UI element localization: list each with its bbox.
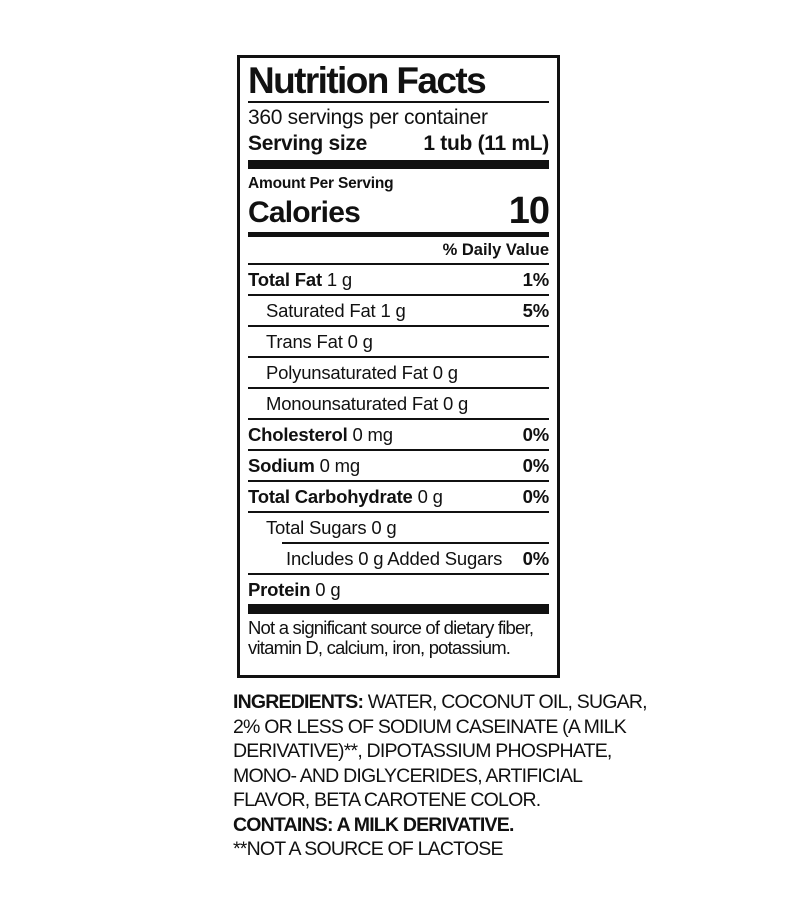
nutrient-row-protein: Protein 0 g [248,575,549,604]
thick-divider [248,159,549,169]
serving-size-label: Serving size [248,131,367,155]
nutrient-name: Total Sugars [266,516,367,538]
nutrient-name: Trans Fat [266,330,343,352]
divider [248,479,549,482]
divider [248,417,549,420]
nutrient-amount: 0 g [417,485,443,507]
panel-title: Nutrition Facts [248,60,487,101]
nutrition-facts-panel: Nutrition Facts 360 servings per contain… [237,55,560,678]
nutrient-dv: 0% [522,423,550,445]
nutrient-dv: 0% [522,547,550,569]
nutrient-row-total-sugars: Total Sugars 0 g [248,513,549,542]
daily-value-header: % Daily Value [442,240,549,259]
nutrient-amount: 0 g [371,516,397,538]
serving-size-row: Serving size 1 tub (11 mL) [248,131,549,160]
ingredients-line: 2% OR LESS OF SODIUM CASEINATE (A MILK [233,715,627,738]
ingredients-text: WATER, COCONUT OIL, SUGAR, [363,691,648,713]
nutrient-row-polyunsaturated-fat: Polyunsaturated Fat 0 g [248,358,549,387]
nutrient-name: Protein [248,578,311,600]
divider [248,355,549,358]
nutrient-dv: 0% [522,485,550,507]
divider [248,572,549,575]
nutrient-amount: 1 g [380,299,406,321]
nutrient-row-saturated-fat: Saturated Fat 1 g 5% [248,296,549,325]
nutrient-dv: 0% [522,454,550,476]
divider [248,324,549,327]
ingredients-line: INGREDIENTS: WATER, COCONUT OIL, SUGAR, [233,690,648,715]
nutrient-amount: 0 g [315,578,341,600]
nutrient-name: Monounsaturated Fat [266,392,439,414]
nutrient-row-total-fat: Total Fat 1 g 1% [248,265,549,294]
divider [248,510,549,513]
ingredients-block: INGREDIENTS: WATER, COCONUT OIL, SUGAR, … [233,690,648,862]
nutrient-amount: 0 mg [319,454,361,476]
contains-statement: CONTAINS: A MILK DERIVATIVE. [233,813,514,836]
nutrient-amount: 1 g [326,268,352,290]
divider [248,262,549,265]
nutrient-name: Includes 0 g Added Sugars [286,547,503,569]
ingredients-line: DERIVATIVE)**, DIPOTASSIUM PHOSPHATE, [233,740,612,763]
nutrient-amount: 0 mg [352,423,394,445]
nutrient-row-sodium: Sodium 0 mg 0% [248,451,549,480]
footnote-line: Not a significant source of dietary fibe… [248,616,534,638]
nutrient-amount: 0 g [347,330,373,352]
ingredients-line: MONO- AND DIGLYCERIDES, ARTIFICIAL [233,764,583,787]
amount-per-serving-label: Amount Per Serving [248,174,394,192]
calories-value: 10 [508,189,550,232]
nutrient-name: Total Carbohydrate [248,485,413,507]
nutrient-dv: 5% [522,299,550,321]
divider [248,386,549,389]
ingredients-line: FLAVOR, BETA CAROTENE COLOR. [233,789,541,812]
divider [248,448,549,451]
footnote-line: vitamin D, calcium, iron, potassium. [248,637,511,659]
nutrient-amount: 0 g [432,361,458,383]
nutrient-name: Sodium [248,454,315,476]
nutrient-name: Total Fat [248,268,322,290]
indented-divider [282,541,549,544]
thick-divider [248,603,549,614]
nutrient-name: Saturated Fat [266,299,376,321]
nutrient-row-cholesterol: Cholesterol 0 mg 0% [248,420,549,449]
divider [248,293,549,296]
nutrient-amount: 0 g [443,392,469,414]
nutrient-name: Cholesterol [248,423,348,445]
nutrient-dv: 1% [522,268,550,290]
ingredients-heading: INGREDIENTS: [233,691,364,713]
calories-label: Calories [248,195,361,229]
nutrient-row-monounsaturated-fat: Monounsaturated Fat 0 g [248,389,549,418]
lactose-note: **NOT A SOURCE OF LACTOSE [233,838,504,861]
insignificant-sources-note: Not a significant source of dietary fibe… [248,614,549,659]
nutrient-row-trans-fat: Trans Fat 0 g [248,327,549,356]
nutrient-name: Polyunsaturated Fat [266,361,428,383]
nutrient-row-total-carbohydrate: Total Carbohydrate 0 g 0% [248,482,549,511]
divider [248,100,549,103]
serving-size-value: 1 tub (11 mL) [423,131,549,155]
medium-divider [248,231,549,237]
calories-row: Calories 10 [248,189,550,232]
nutrient-row-added-sugars: Includes 0 g Added Sugars 0% [248,544,549,573]
servings-per-container: 360 servings per container [248,105,488,129]
